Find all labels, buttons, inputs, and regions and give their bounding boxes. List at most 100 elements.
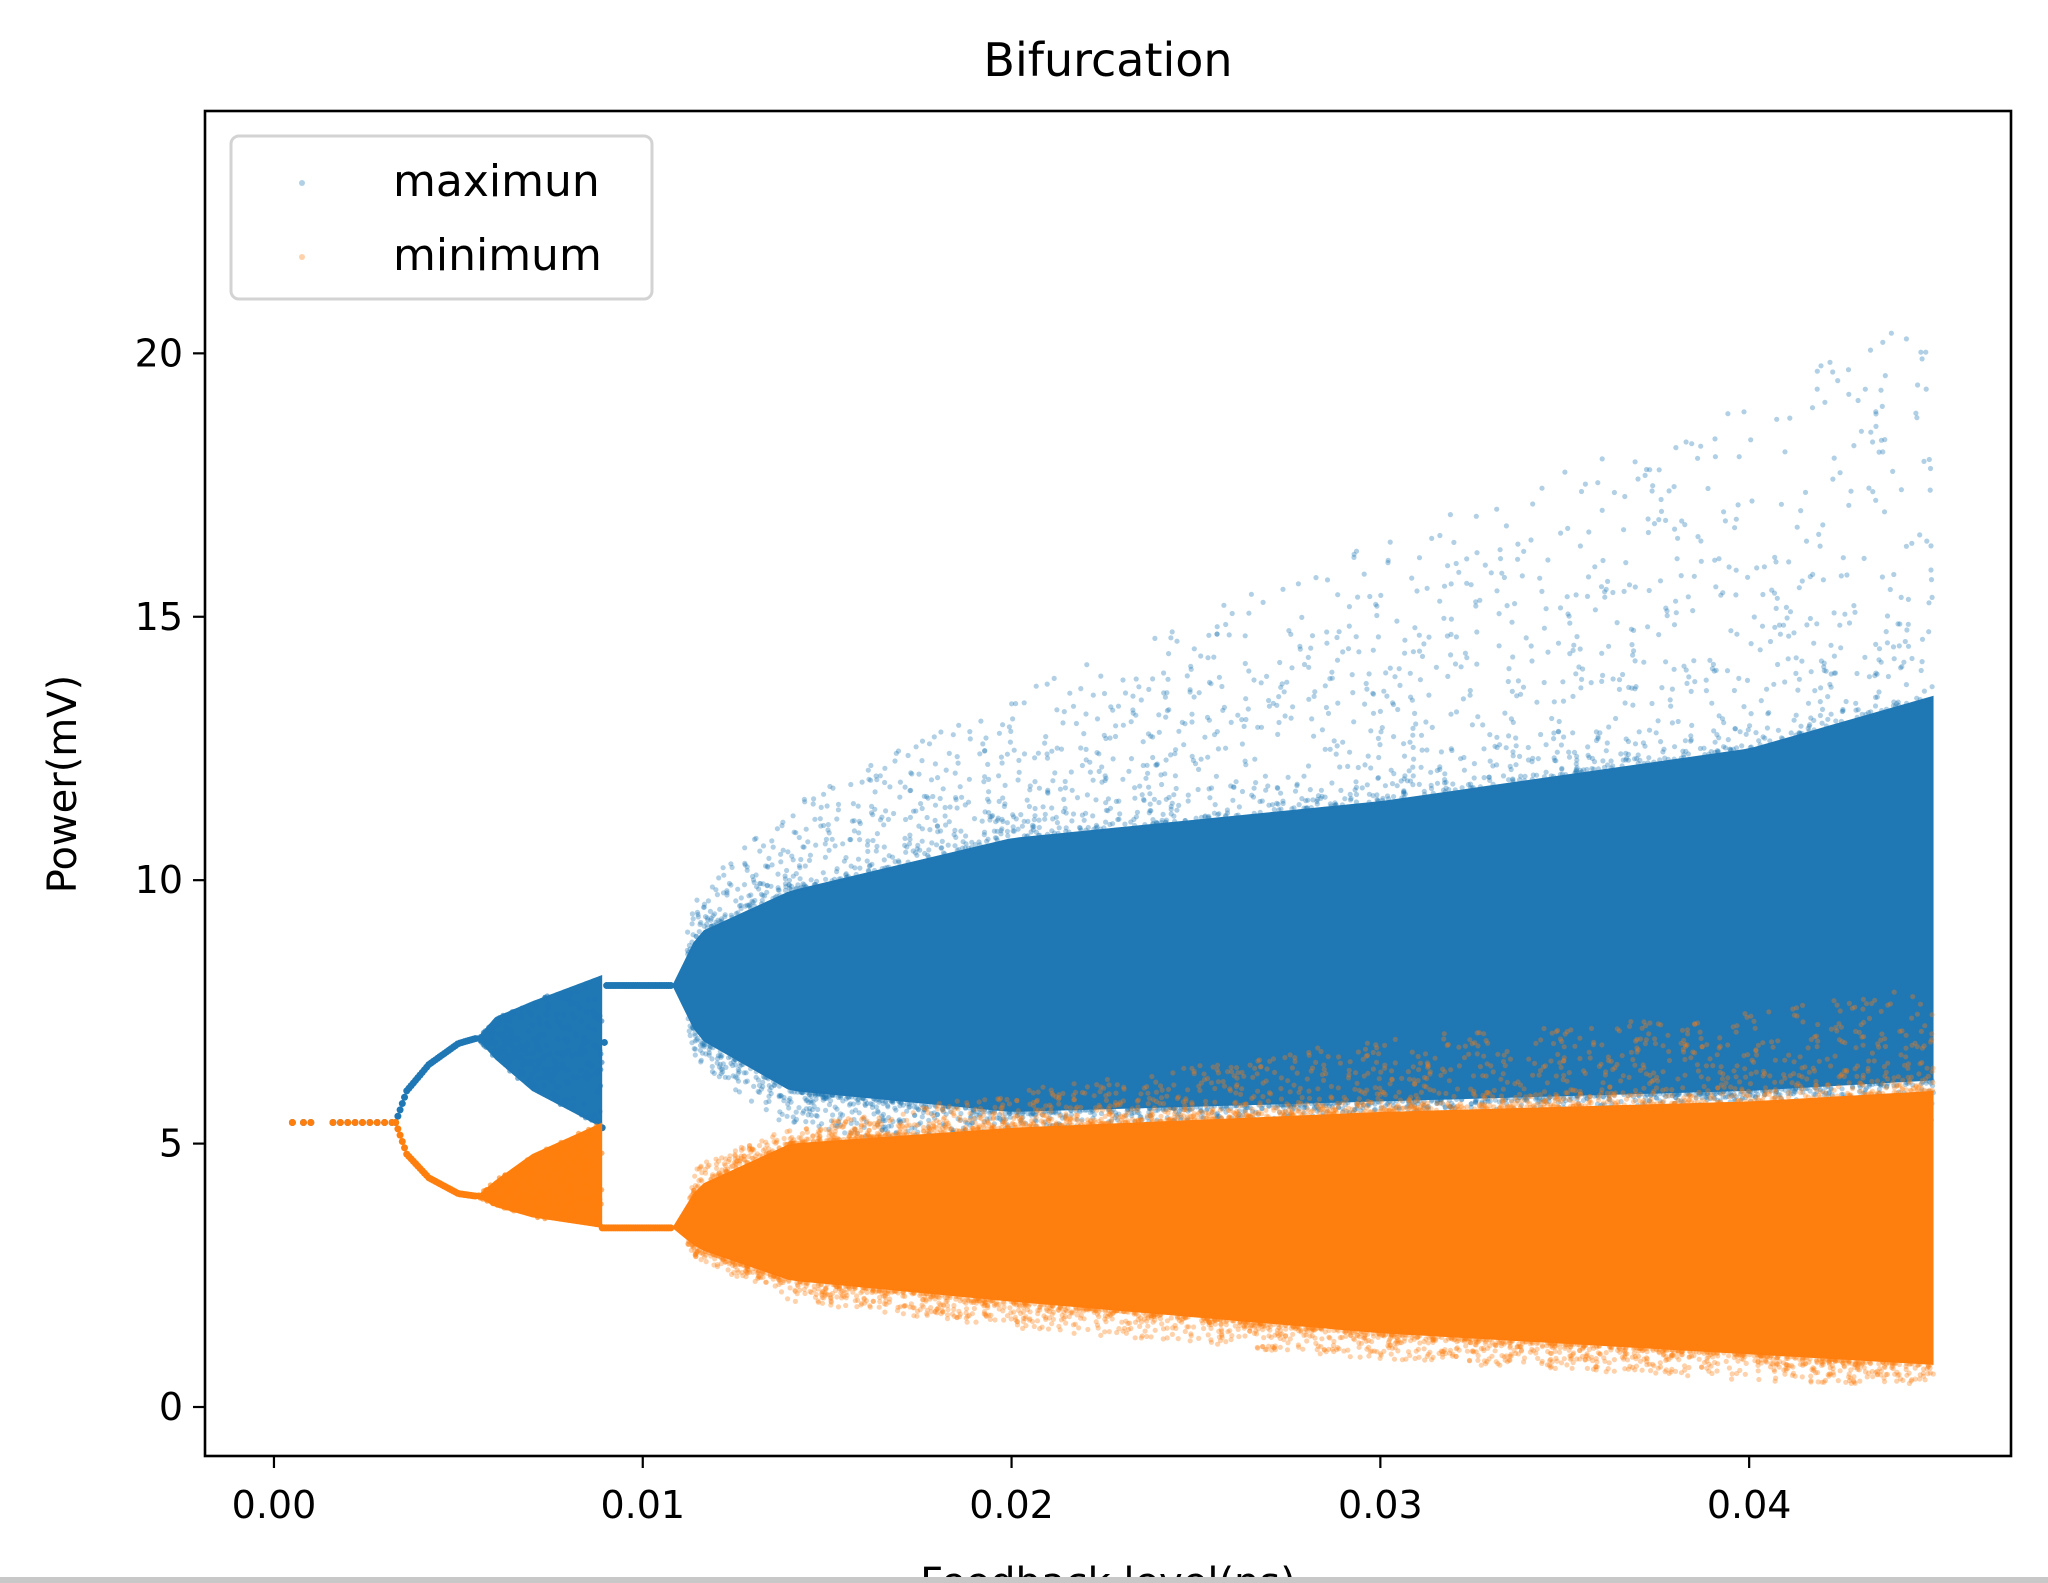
data-point (803, 884, 809, 890)
data-point (758, 881, 764, 887)
data-point (1555, 640, 1562, 646)
data-point (1052, 770, 1058, 776)
data-point (1032, 779, 1038, 785)
data-point (830, 785, 836, 791)
data-point (1844, 572, 1850, 578)
data-point (1133, 676, 1139, 682)
data-point (776, 1117, 782, 1123)
data-point (1561, 1044, 1567, 1050)
data-point (1877, 1081, 1883, 1087)
data-point (1410, 773, 1416, 779)
data-point (796, 863, 803, 869)
data-point (1851, 603, 1857, 609)
data-point (1384, 793, 1391, 799)
data-point (1093, 825, 1099, 831)
data-point (1179, 719, 1185, 726)
data-point (1518, 691, 1524, 697)
data-point (898, 1098, 904, 1105)
data-point (1130, 693, 1136, 699)
data-point (486, 1028, 492, 1034)
data-point (1566, 613, 1572, 619)
data-point (1087, 1109, 1093, 1116)
data-point (1375, 797, 1381, 804)
data-point (981, 832, 987, 838)
data-point (885, 1104, 891, 1110)
data-point (1704, 1094, 1710, 1100)
data-point (1094, 716, 1101, 722)
data-point (508, 1038, 514, 1044)
data-point (536, 1015, 542, 1022)
data-point (744, 867, 750, 873)
data-point (1577, 646, 1583, 652)
data-point (1681, 663, 1687, 669)
data-point (824, 803, 830, 809)
data-point (1364, 686, 1370, 692)
data-point (919, 738, 926, 744)
data-point (529, 1071, 536, 1077)
data-point (810, 1099, 816, 1105)
data-point (684, 947, 690, 954)
data-point (868, 1101, 874, 1107)
data-point (1010, 824, 1016, 830)
data-point (1923, 349, 1929, 355)
data-point (1711, 728, 1717, 734)
data-point (736, 1089, 743, 1095)
data-point (790, 873, 796, 879)
data-point (1888, 330, 1894, 336)
data-point (1130, 707, 1136, 713)
data-point (792, 886, 799, 892)
data-point (1142, 822, 1148, 828)
data-point (914, 846, 920, 852)
data-point (1106, 1082, 1112, 1088)
data-point (1630, 702, 1636, 708)
data-point (942, 804, 948, 811)
data-point (1676, 1090, 1682, 1096)
data-point (1424, 585, 1430, 591)
data-point (1492, 1348, 1498, 1354)
data-point (1582, 481, 1588, 487)
data-point (1745, 574, 1751, 580)
data-point (515, 1055, 521, 1061)
data-point (1606, 643, 1612, 649)
data-point (800, 844, 806, 850)
data-point (1646, 587, 1652, 594)
data-point (1539, 588, 1545, 595)
data-point (1324, 1108, 1330, 1114)
data-point (1289, 665, 1295, 671)
data-point (1879, 574, 1885, 580)
data-point (1904, 700, 1910, 707)
data-point (952, 843, 958, 849)
data-point (889, 854, 896, 860)
data-point (1510, 719, 1516, 726)
data-point (1792, 1089, 1798, 1095)
data-point (1627, 1091, 1633, 1097)
data-point (1798, 723, 1804, 729)
data-point (914, 852, 920, 858)
data-point (1722, 518, 1728, 524)
data-point (1929, 594, 1935, 601)
data-point (1541, 774, 1547, 780)
data-point (1782, 449, 1788, 455)
data-point (1535, 1355, 1541, 1361)
data-point (810, 1119, 816, 1125)
data-point (1500, 1071, 1506, 1077)
data-point (1098, 673, 1104, 679)
data-point (1198, 756, 1204, 762)
data-point (1739, 1095, 1746, 1101)
data-point (907, 814, 914, 821)
data-point (828, 1098, 834, 1104)
data-point (946, 750, 952, 757)
data-point (1278, 806, 1284, 812)
data-point (1162, 771, 1168, 777)
data-point (344, 1119, 352, 1127)
data-point (978, 718, 984, 724)
data-point (1441, 780, 1448, 786)
data-point (1085, 824, 1091, 831)
data-point (687, 946, 693, 952)
data-point (940, 850, 947, 856)
data-point (822, 854, 829, 860)
data-point (769, 838, 775, 844)
data-point (1205, 655, 1211, 661)
data-point (1374, 796, 1380, 803)
data-point (708, 915, 715, 921)
